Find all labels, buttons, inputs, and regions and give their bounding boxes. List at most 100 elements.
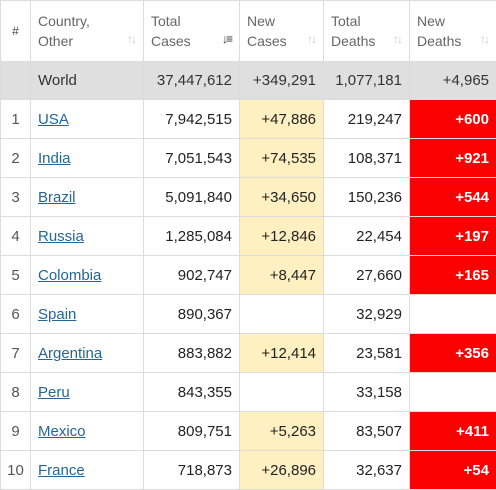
total-cases-cell: 843,355	[144, 373, 240, 412]
total-deaths-cell: 32,929	[324, 295, 410, 334]
world-country-cell: World	[31, 62, 144, 100]
country-link[interactable]: France	[38, 462, 85, 479]
total-cases-cell: 7,942,515	[144, 100, 240, 139]
new-deaths-cell: +54	[410, 451, 496, 490]
country-link[interactable]: Spain	[38, 306, 76, 323]
total-deaths-cell: 219,247	[324, 100, 410, 139]
total-cases-cell: 7,051,543	[144, 139, 240, 178]
total-deaths-cell: 108,371	[324, 139, 410, 178]
new-deaths-cell	[410, 373, 496, 412]
header-new-cases-line1: New	[240, 11, 323, 31]
total-cases-cell: 809,751	[144, 412, 240, 451]
country-cell: Russia	[31, 217, 144, 256]
new-deaths-cell: +544	[410, 178, 496, 217]
new-cases-cell: +34,650	[240, 178, 324, 217]
country-link[interactable]: Mexico	[38, 423, 86, 440]
row-index: 4	[1, 217, 31, 256]
new-deaths-cell	[410, 295, 496, 334]
total-cases-cell: 718,873	[144, 451, 240, 490]
header-row: # Country, Other ↑↓ Total Cases ↓≡ New C…	[1, 1, 496, 62]
sort-icon[interactable]: ↑↓	[480, 32, 488, 46]
sort-icon[interactable]: ↑↓	[127, 32, 135, 46]
country-cell: Spain	[31, 295, 144, 334]
header-new-cases[interactable]: New Cases ↑↓	[240, 1, 324, 62]
sort-icon[interactable]: ↑↓	[307, 32, 315, 46]
new-cases-cell: +74,535	[240, 139, 324, 178]
header-total-cases[interactable]: Total Cases ↓≡	[144, 1, 240, 62]
header-index[interactable]: #	[1, 1, 31, 62]
total-cases-cell: 5,091,840	[144, 178, 240, 217]
header-new-deaths[interactable]: New Deaths ↑↓	[410, 1, 496, 62]
country-link[interactable]: Colombia	[38, 267, 101, 284]
header-country[interactable]: Country, Other ↑↓	[31, 1, 144, 62]
country-link[interactable]: Russia	[38, 228, 84, 245]
country-cell: Argentina	[31, 334, 144, 373]
world-new-deaths: +4,965	[410, 62, 496, 100]
total-deaths-cell: 22,454	[324, 217, 410, 256]
table-row: 6 Spain 890,367 32,929	[1, 295, 496, 334]
total-deaths-cell: 150,236	[324, 178, 410, 217]
country-link[interactable]: Brazil	[38, 189, 76, 206]
header-country-line1: Country,	[31, 11, 143, 31]
world-index-cell	[1, 62, 31, 100]
country-link[interactable]: India	[38, 150, 71, 167]
country-link[interactable]: Peru	[38, 384, 70, 401]
total-cases-cell: 1,285,084	[144, 217, 240, 256]
country-link[interactable]: Argentina	[38, 345, 102, 362]
sort-icon[interactable]: ↑↓	[393, 32, 401, 46]
total-deaths-cell: 27,660	[324, 256, 410, 295]
new-cases-cell: +47,886	[240, 100, 324, 139]
new-deaths-cell: +600	[410, 100, 496, 139]
country-cell: India	[31, 139, 144, 178]
new-cases-cell: +5,263	[240, 412, 324, 451]
country-cell: Colombia	[31, 256, 144, 295]
new-deaths-cell: +356	[410, 334, 496, 373]
total-cases-cell: 890,367	[144, 295, 240, 334]
country-cell: USA	[31, 100, 144, 139]
country-cell: Peru	[31, 373, 144, 412]
header-index-label: #	[1, 21, 30, 41]
total-deaths-cell: 33,158	[324, 373, 410, 412]
new-cases-cell: +12,414	[240, 334, 324, 373]
country-cell: Mexico	[31, 412, 144, 451]
row-index: 7	[1, 334, 31, 373]
country-cell: Brazil	[31, 178, 144, 217]
sort-desc-icon[interactable]: ↓≡	[222, 32, 231, 46]
total-deaths-cell: 83,507	[324, 412, 410, 451]
new-deaths-cell: +165	[410, 256, 496, 295]
header-total-deaths[interactable]: Total Deaths ↑↓	[324, 1, 410, 62]
new-cases-cell	[240, 373, 324, 412]
total-deaths-cell: 23,581	[324, 334, 410, 373]
row-index: 9	[1, 412, 31, 451]
new-deaths-cell: +197	[410, 217, 496, 256]
country-cell: France	[31, 451, 144, 490]
new-cases-cell: +26,896	[240, 451, 324, 490]
row-index: 2	[1, 139, 31, 178]
row-index: 10	[1, 451, 31, 490]
total-deaths-cell: 32,637	[324, 451, 410, 490]
row-index: 1	[1, 100, 31, 139]
world-row: World 37,447,612 +349,291 1,077,181 +4,9…	[1, 62, 496, 100]
world-total-deaths: 1,077,181	[324, 62, 410, 100]
country-link[interactable]: USA	[38, 111, 69, 128]
total-cases-cell: 883,882	[144, 334, 240, 373]
row-index: 5	[1, 256, 31, 295]
new-cases-cell	[240, 295, 324, 334]
world-total-cases: 37,447,612	[144, 62, 240, 100]
new-deaths-cell: +921	[410, 139, 496, 178]
new-deaths-cell: +411	[410, 412, 496, 451]
header-total-deaths-line1: Total	[324, 11, 409, 31]
new-cases-cell: +12,846	[240, 217, 324, 256]
row-index: 3	[1, 178, 31, 217]
row-index: 6	[1, 295, 31, 334]
header-total-cases-line1: Total	[144, 11, 239, 31]
world-new-cases: +349,291	[240, 62, 324, 100]
